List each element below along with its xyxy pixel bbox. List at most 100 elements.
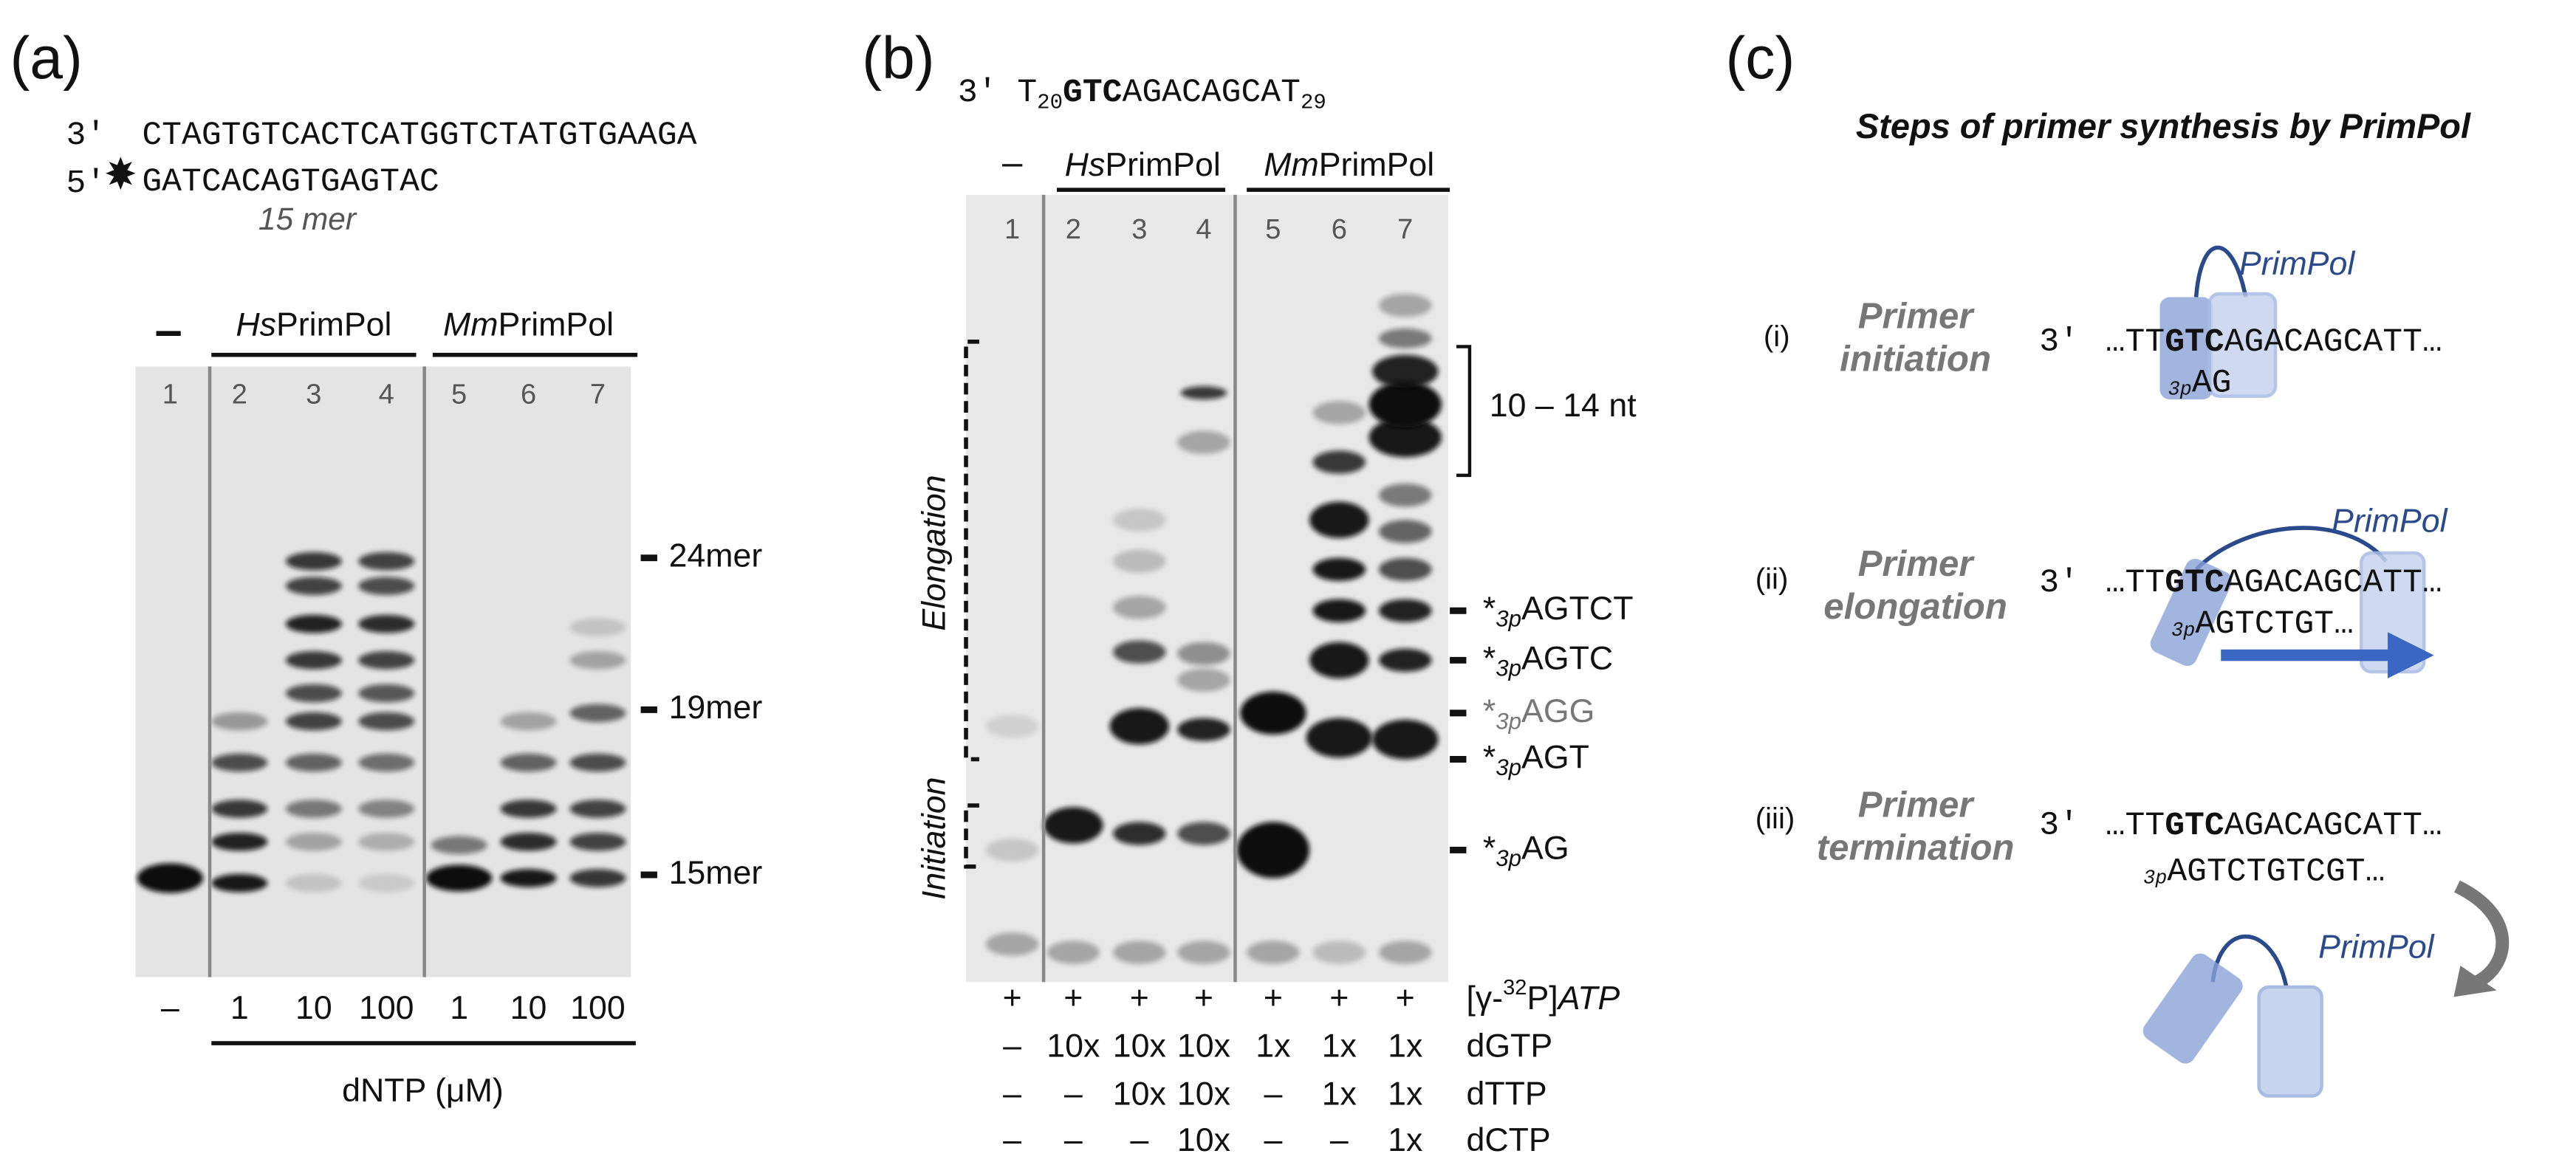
strand-end: 3′	[958, 75, 998, 111]
template-sequence: …TTGTCAGACAGCATT…	[2106, 565, 2442, 602]
strand-end: 3′	[2039, 565, 2079, 602]
species: Hs	[236, 306, 276, 343]
condition-cell: 10x	[1113, 1076, 1166, 1112]
release-arrow	[2453, 880, 2510, 989]
gel-band	[1113, 640, 1166, 664]
subscript: 3p	[1496, 845, 1521, 871]
condition-cell: 1x	[1388, 1028, 1422, 1065]
condition-cell: –	[1003, 1076, 1021, 1112]
gel-band	[985, 838, 1039, 862]
lane-number: 5	[451, 379, 467, 410]
condition-cell: –	[1130, 1122, 1148, 1158]
gel-band	[1378, 599, 1432, 622]
condition-label: [γ-32P]ATP	[1466, 976, 1620, 1017]
gel-band	[569, 869, 626, 887]
gel-band	[211, 873, 268, 893]
step-name: termination	[1817, 827, 2015, 867]
star: *	[1483, 591, 1496, 627]
condition-cell: 1x	[1388, 1122, 1422, 1158]
gel-band	[285, 873, 342, 893]
gel-band	[1113, 508, 1166, 532]
step-name: Primer	[1858, 784, 1976, 825]
gel-band	[1309, 642, 1369, 678]
gel-band	[1113, 822, 1166, 845]
gel-band	[358, 800, 415, 818]
bases: AGACAGCATT…	[2224, 565, 2442, 602]
gel-band	[985, 932, 1039, 956]
gel-band	[569, 618, 626, 636]
species: Hs	[1065, 147, 1106, 183]
gel-band	[1177, 718, 1230, 741]
base: T	[1017, 75, 1037, 111]
label-part: [γ-	[1466, 980, 1503, 1017]
gel-band	[358, 873, 415, 893]
gel-band	[500, 753, 557, 772]
gel-bands	[985, 293, 1442, 964]
panel-title: Steps of primer synthesis by PrimPol	[1856, 106, 2471, 145]
gel-band	[500, 832, 557, 851]
bases: AGACAGCATT…	[2224, 324, 2442, 361]
stage-bracket	[964, 340, 979, 762]
lane-number: 1	[162, 379, 178, 410]
panel-label: (a)	[10, 25, 82, 92]
gel-band	[358, 832, 415, 851]
gel-band	[285, 551, 342, 571]
bold-bases: GTC	[2165, 324, 2224, 361]
sequence: AG	[1521, 830, 1569, 866]
gel-band	[358, 684, 415, 703]
release-arrowhead	[2453, 965, 2497, 997]
enzyme-header: HsPrimPol	[1065, 147, 1221, 183]
gel	[966, 194, 1448, 983]
gel-band	[1306, 718, 1373, 758]
step-numeral: (ii)	[1755, 563, 1789, 596]
species: Mm	[443, 306, 498, 343]
bases: …TT	[2106, 808, 2165, 845]
step-numeral: (iii)	[1755, 802, 1795, 835]
subscript: 3p	[2143, 868, 2167, 890]
condition-cell: 10x	[1113, 1028, 1166, 1065]
panel-label: (b)	[862, 25, 934, 92]
condition-cell: 10x	[1177, 1122, 1230, 1158]
lane-number: 4	[1196, 214, 1211, 245]
lane-number: 1	[1004, 214, 1020, 245]
condition-cell: –	[1264, 1122, 1282, 1158]
gel-band	[1177, 430, 1230, 454]
product-labels: *3pAGTCT*3pAGTC*3pAGG*3pAGT*3pAG	[1450, 591, 1634, 871]
product-label: *3pAGT	[1483, 739, 1589, 780]
product-label: *3pAGTCT	[1483, 591, 1634, 632]
gel-band	[211, 753, 268, 772]
sequence: AGTCT	[1521, 591, 1633, 627]
gel-band	[1372, 354, 1439, 388]
star: *	[1483, 693, 1496, 729]
gel-band	[358, 614, 415, 633]
step-name: initiation	[1840, 339, 1991, 379]
gel-band	[1372, 719, 1439, 760]
concentration: 1	[450, 990, 468, 1026]
condition-cell: –	[1330, 1122, 1349, 1158]
template-sequence: …TTGTCAGACAGCATT…	[2106, 324, 2442, 361]
gel-band	[285, 800, 342, 818]
concentration: 1	[230, 990, 249, 1026]
gel-band	[211, 832, 268, 851]
gel-band	[1236, 822, 1310, 879]
condition-cell: +	[1194, 980, 1213, 1017]
gel-band	[285, 651, 342, 670]
enzyme: PrimPol	[1105, 147, 1220, 183]
product-sequence: 3pAG	[2168, 365, 2232, 402]
size-marker: 24mer	[669, 538, 763, 574]
gel-band	[285, 832, 342, 851]
gel-band	[211, 800, 268, 818]
label-star	[106, 157, 136, 190]
subscript: 3p	[1496, 709, 1521, 735]
condition-cell: –	[1064, 1122, 1083, 1158]
condition-cell: 1x	[1322, 1076, 1357, 1112]
enzyme-label: PrimPol	[2239, 246, 2356, 282]
gel-band	[1113, 549, 1166, 573]
enzyme-domain	[2142, 953, 2243, 1064]
gel-band	[1312, 401, 1366, 424]
gel-band	[569, 704, 626, 723]
concentration: 10	[295, 990, 332, 1026]
gel-band	[569, 651, 626, 670]
